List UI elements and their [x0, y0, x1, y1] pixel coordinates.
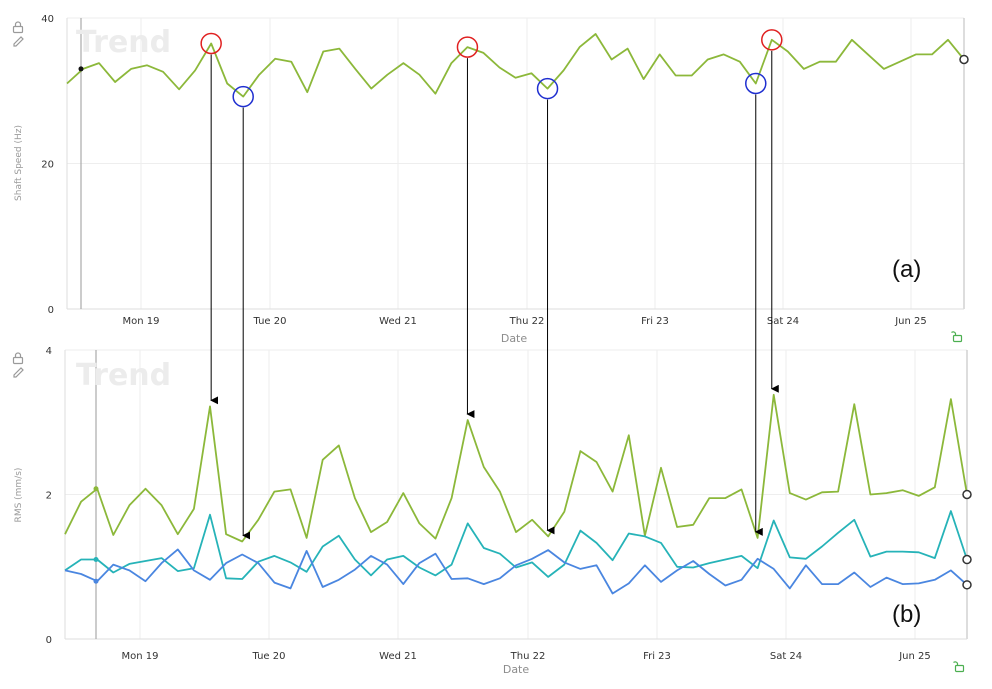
lock-icon[interactable]: [12, 352, 24, 365]
trough-circle: [536, 77, 559, 100]
series-end-marker[interactable]: [962, 580, 972, 590]
series-group-a: [66, 33, 969, 98]
x-axis-title-b: Date: [503, 663, 530, 676]
x-tick-label: Jun 25: [894, 316, 927, 327]
y-tick-label: 40: [41, 14, 54, 25]
x-tick-label: Fri 23: [643, 651, 671, 662]
x-tick-label: Mon 19: [123, 316, 160, 327]
x-ticks-a: Mon 19 Tue 20 Wed 21 Thu 22 Fri 23 Sat 24 Jun …: [123, 316, 927, 327]
trough-circle: [232, 85, 254, 108]
grid-b: [64, 349, 968, 640]
x-ticks-b: Mon 19 Tue 20 Wed 21 Thu 22 Fri 23 Sat 24 Jun …: [122, 651, 931, 662]
watermark-b: Trend: [76, 358, 171, 393]
cursor-point: [93, 578, 99, 584]
x-axis-title-a: Date: [501, 332, 528, 345]
lock-icon[interactable]: [12, 21, 24, 34]
series-line: [64, 393, 968, 543]
cursor-point: [93, 557, 99, 563]
panel-label-a: (a): [892, 256, 921, 283]
pencil-icon[interactable]: [13, 36, 24, 47]
series-line: [64, 548, 968, 595]
y-tick-label: 0: [48, 305, 54, 316]
x-tick-label: Tue 20: [252, 651, 286, 662]
y-ticks-a: 0 20 40: [41, 14, 54, 316]
y-axis-title-a: Shaft Speed (Hz): [14, 125, 24, 201]
green-unlock-icon[interactable]: [951, 331, 963, 343]
x-tick-label: Thu 22: [509, 316, 545, 327]
grid-a: [66, 17, 965, 310]
y-tick-label: 4: [46, 346, 52, 357]
peak-circle: [456, 36, 479, 58]
series-end-marker[interactable]: [959, 54, 969, 65]
x-tick-label: Wed 21: [379, 651, 417, 662]
series-line: [66, 33, 965, 98]
x-tick-label: Tue 20: [253, 316, 287, 327]
x-tick-label: Sat 24: [770, 651, 802, 662]
x-tick-label: Fri 23: [641, 316, 669, 327]
series-end-marker[interactable]: [962, 554, 972, 565]
x-tick-label: Wed 21: [379, 316, 417, 327]
series-group-b: [64, 393, 972, 595]
peak-circle: [761, 29, 783, 51]
y-axis-title-b: RMS (mm/s): [14, 468, 24, 523]
y-ticks-b: 0 2 4: [46, 346, 52, 646]
y-tick-label: 0: [46, 635, 52, 646]
green-unlock-icon[interactable]: [953, 661, 965, 673]
cursor-point: [93, 486, 99, 492]
x-tick-label: Sat 24: [767, 316, 799, 327]
annotations: [200, 29, 783, 540]
x-tick-label: Thu 22: [510, 651, 546, 662]
panel-label-b: (b): [892, 601, 921, 628]
series-end-marker[interactable]: [962, 489, 972, 500]
trough-circle: [745, 72, 767, 95]
pencil-icon[interactable]: [13, 367, 24, 378]
series-line: [64, 510, 968, 580]
chart-panel-a: Trend 0 20 40 Mon 19 Tue 20 Wed 21 Thu 22 Fri …: [12, 14, 969, 345]
y-tick-label: 20: [41, 160, 54, 171]
x-tick-label: Jun 25: [898, 651, 931, 662]
watermark-a: Trend: [76, 25, 171, 60]
peak-circle: [200, 32, 222, 55]
x-tick-label: Mon 19: [122, 651, 159, 662]
cursor-point: [78, 66, 84, 72]
y-tick-label: 2: [46, 491, 52, 502]
chart-panel-b: Trend 0 2 4 Mon 19 Tue 20 Wed 21 Thu 22 Fri 23…: [12, 346, 972, 676]
